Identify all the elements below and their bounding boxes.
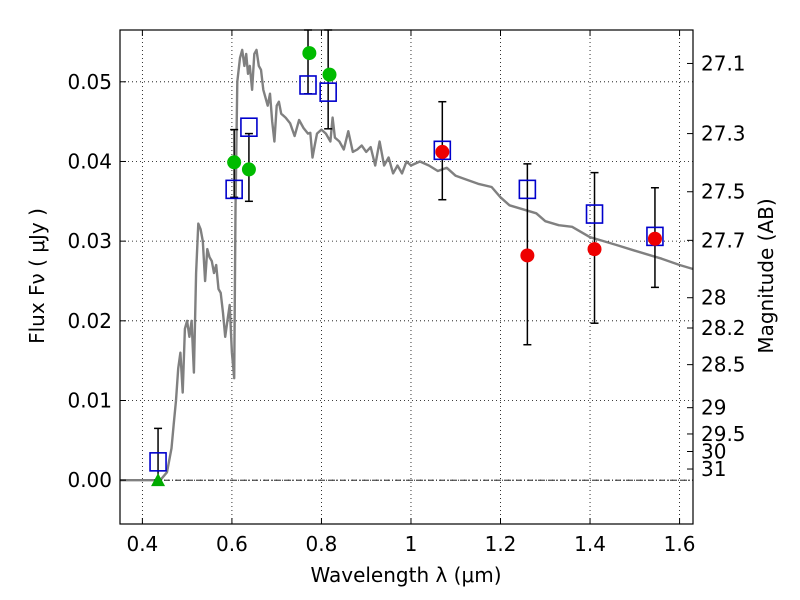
y-tick-label: 0.05 (67, 70, 112, 94)
y-tick-label: 0.04 (67, 149, 112, 173)
data-point-circle (520, 248, 535, 263)
right-tick-label: 29 (701, 396, 726, 420)
data-point-square (585, 204, 604, 224)
data-point-square (240, 117, 258, 138)
data-point-square (319, 82, 337, 102)
model-sed-line (120, 48, 694, 482)
right-tick-label: 28.2 (701, 316, 746, 340)
y-axis-label-left: Flux Fν ( μJy ) (25, 208, 49, 344)
right-tick-label: 27.5 (701, 180, 746, 204)
right-tick-label: 28 (701, 286, 726, 310)
y-tick-label: 0.00 (67, 468, 112, 492)
x-tick-label: 1.2 (485, 532, 517, 556)
plot-frame (119, 29, 694, 525)
data-point-circle (302, 46, 317, 61)
data-point-square (225, 179, 243, 200)
x-tick-label: 0.6 (216, 532, 248, 556)
data-point-triangle (151, 473, 166, 487)
data-point-circle (647, 231, 662, 246)
right-tick-label: 29.5 (701, 422, 746, 446)
data-point-square (433, 140, 452, 161)
x-tick-label: 1.6 (664, 532, 696, 556)
data-point-circle (241, 162, 256, 177)
marker-layer (149, 46, 664, 487)
right-tick-label: 28.5 (701, 353, 746, 377)
x-tick-label: 1.4 (574, 532, 606, 556)
x-axis-label: Wavelength λ (μm) (310, 563, 501, 587)
data-point-circle (435, 144, 450, 159)
model-sed-layer (120, 48, 694, 482)
error-bar-layer (154, 29, 659, 481)
right-tick-label: 30 (701, 439, 726, 463)
x-tick-label: 1 (405, 532, 418, 556)
y-axis-label-right: Magnitude (AB) (754, 198, 778, 353)
y-tick-label: 0.01 (67, 389, 112, 413)
right-tick-label: 27.7 (701, 228, 746, 252)
x-tick-label: 0.8 (306, 532, 338, 556)
right-tick-label: 31 (701, 457, 726, 481)
data-point-square (149, 452, 167, 472)
data-point-square (299, 75, 317, 95)
right-tick-label: 27.1 (701, 51, 746, 75)
y-tick-label: 0.02 (67, 309, 112, 333)
right-tick-label: 27.3 (701, 122, 746, 146)
y-tick-label: 0.03 (67, 229, 112, 253)
data-point-circle (227, 155, 242, 170)
x-tick-label: 0.4 (126, 532, 158, 556)
data-point-square (518, 179, 537, 200)
data-point-circle (322, 67, 337, 82)
tick-layer: 0.4 0.6 0.8 1 1.2 1.4 1.6 0.00 0.01 0.02 0.03 0.04 0… (67, 30, 746, 556)
data-point-circle (587, 242, 602, 257)
